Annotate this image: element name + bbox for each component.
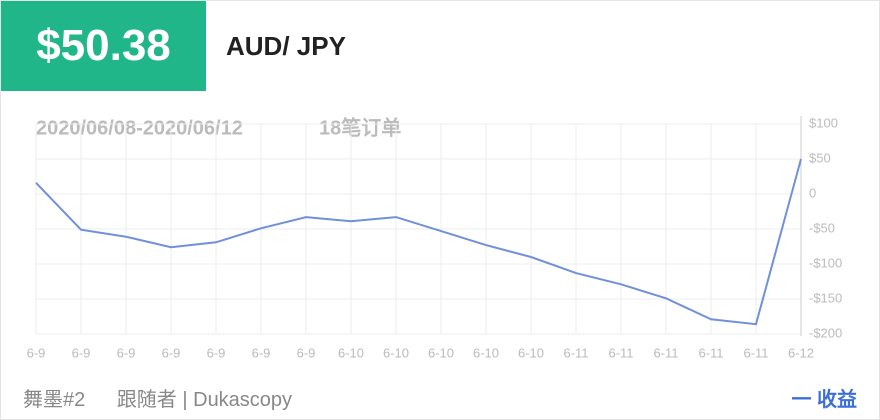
x-tick-label: 6-9: [297, 345, 316, 360]
x-tick-label: 6-9: [72, 345, 91, 360]
x-tick-label: 6-9: [252, 345, 271, 360]
x-tick-label: 6-11: [563, 345, 588, 360]
y-tick-label: -$100: [809, 255, 842, 270]
y-tick-label: -$50: [809, 220, 835, 235]
y-tick-label: -$200: [809, 325, 842, 340]
y-tick-label: $100: [809, 115, 838, 130]
line: [35, 158, 802, 326]
price-badge: $50.38: [1, 1, 206, 91]
y-tick-label: -$150: [809, 290, 842, 305]
y-tick-label: 0: [809, 185, 816, 200]
x-tick-label: 6-10: [383, 345, 409, 360]
x-tick-label: 6-9: [27, 345, 46, 360]
x-tick-label: 6-11: [743, 345, 768, 360]
date-range: 2020/06/08-2020/06/12: [36, 117, 243, 139]
y-tick-label: $50: [809, 150, 831, 165]
x-tick-label: 6-10: [428, 345, 454, 360]
x-tick-label: 6-9: [207, 345, 226, 360]
account: 舞墨#2: [23, 389, 86, 411]
x-tick-label: 6-9: [162, 345, 181, 360]
earnings-link[interactable]: 一 收益: [791, 389, 857, 411]
x-tick-label: 6-11: [653, 345, 678, 360]
x-tick-label: 6-11: [608, 345, 633, 360]
x-tick-label: 6-12: [788, 345, 814, 360]
order-count: 18笔订单: [319, 115, 401, 139]
footer: 舞墨#2 跟随者 | Dukascopy 一 收益: [23, 383, 857, 412]
x-tick-label: 6-10: [338, 345, 364, 360]
x-tick-label: 6-10: [473, 345, 499, 360]
x-tick-label: 6-9: [117, 345, 136, 360]
follower: 跟随者 | Dukascopy: [116, 389, 293, 411]
x-tick-label: 6-11: [698, 345, 723, 360]
pair-title: AUD/ JPY: [226, 31, 346, 61]
x-tick-label: 6-10: [518, 345, 544, 360]
